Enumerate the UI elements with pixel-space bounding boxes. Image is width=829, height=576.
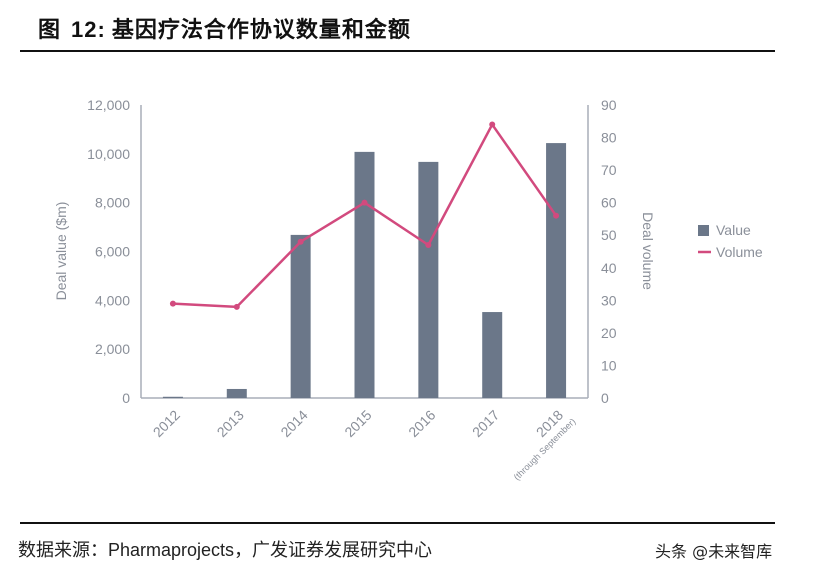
right-tick-label: 30	[601, 292, 617, 308]
volume-point	[489, 121, 496, 128]
x-tick-label: 2013	[214, 407, 247, 440]
legend-value-label: Value	[716, 222, 751, 238]
bar-2018	[546, 143, 567, 398]
source-suffix: ，广发证券发展研究中心	[234, 540, 433, 561]
volume-point	[553, 212, 560, 219]
volume-point	[361, 199, 368, 206]
right-tick-label: 70	[601, 162, 617, 178]
figure-number: 12:	[71, 17, 106, 42]
x-tick-label: 2015	[341, 407, 374, 440]
source-prefix: 数据来源：	[18, 540, 108, 561]
source-note: 数据来源：Pharmaprojects，广发证券发展研究中心	[18, 536, 432, 562]
bar-2013	[226, 388, 247, 398]
bar-2016	[418, 161, 439, 398]
left-tick-label: 10,000	[87, 146, 130, 162]
top-rule	[20, 50, 775, 52]
legend-volume-label: Volume	[716, 244, 763, 260]
right-tick-label: 60	[601, 195, 617, 211]
right-tick-label: 20	[601, 325, 617, 341]
volume-point	[233, 303, 240, 310]
chart: 0 2,000 4,000 6,000 8,000 10,000 12,000 0 10 20 30…	[53, 97, 763, 482]
source-name: Pharmaprojects	[108, 540, 235, 560]
bar-2012	[162, 396, 183, 398]
left-tick-label: 6,000	[95, 244, 130, 260]
bar-2017	[482, 312, 503, 398]
x-tick-label: 2012	[150, 407, 183, 440]
volume-point	[425, 241, 432, 248]
watermark: 头条 @未来智库	[655, 542, 773, 561]
right-tick-label: 50	[601, 227, 617, 243]
right-tick-label: 90	[601, 97, 617, 113]
left-tick-label: 4,000	[95, 292, 130, 308]
figure-label: 图	[38, 18, 62, 43]
right-tick-label: 80	[601, 130, 617, 146]
bar-2015	[354, 151, 375, 398]
x-tick-label: 2014	[277, 407, 310, 440]
left-axis-label: Deal value ($m)	[53, 202, 69, 301]
right-tick-label: 0	[601, 390, 609, 406]
x-tick-label: 2016	[405, 407, 438, 440]
right-tick-label: 40	[601, 260, 617, 276]
figure-title-text: 基因疗法合作协议数量和金额	[111, 18, 411, 43]
left-tick-label: 2,000	[95, 341, 130, 357]
bottom-rule	[20, 522, 775, 524]
right-axis-label: Deal volume	[640, 212, 656, 290]
legend-value-swatch	[698, 225, 709, 236]
left-tick-label: 0	[122, 390, 130, 406]
left-tick-label: 8,000	[95, 195, 130, 211]
figure-title: 图 12: 基因疗法合作协议数量和金额	[38, 12, 411, 44]
x-tick-label: 2017	[469, 407, 502, 440]
left-tick-label: 12,000	[87, 97, 130, 113]
volume-point	[169, 300, 176, 307]
bar-2014	[290, 234, 311, 398]
volume-point	[297, 238, 304, 245]
right-tick-label: 10	[601, 357, 617, 373]
